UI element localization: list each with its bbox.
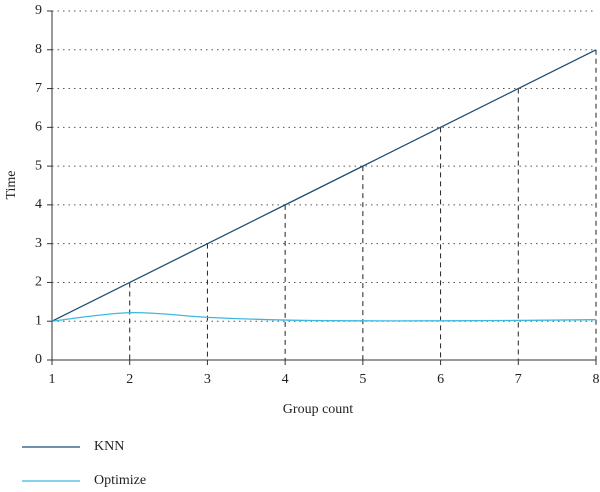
x-tick-label: 6 <box>437 372 444 387</box>
y-tick-label: 9 <box>35 3 42 18</box>
y-tick-label: 5 <box>35 158 42 173</box>
x-tick-label: 5 <box>359 372 366 387</box>
y-tick-label: 0 <box>35 352 42 367</box>
x-tick-label: 4 <box>282 372 289 387</box>
x-tick-label: 8 <box>593 372 600 387</box>
x-tick-label: 2 <box>126 372 133 387</box>
x-axis-label: Group count <box>283 402 353 417</box>
y-tick-label: 7 <box>35 81 42 96</box>
y-tick-label: 2 <box>35 275 42 290</box>
x-tick-label: 1 <box>49 372 56 387</box>
y-tick-label: 6 <box>35 120 42 135</box>
legend-label: Optimize <box>94 473 146 488</box>
x-tick-label: 3 <box>204 372 211 387</box>
series-line <box>51 311 597 322</box>
y-tick-label: 1 <box>35 313 42 328</box>
series-line <box>51 49 597 322</box>
y-tick-label: 4 <box>35 197 42 212</box>
x-tick-label: 7 <box>515 372 522 387</box>
y-tick-label: 3 <box>35 236 42 251</box>
y-axis-label: Time <box>4 170 19 199</box>
legend-label: KNN <box>94 439 124 454</box>
y-tick-label: 8 <box>35 42 42 57</box>
